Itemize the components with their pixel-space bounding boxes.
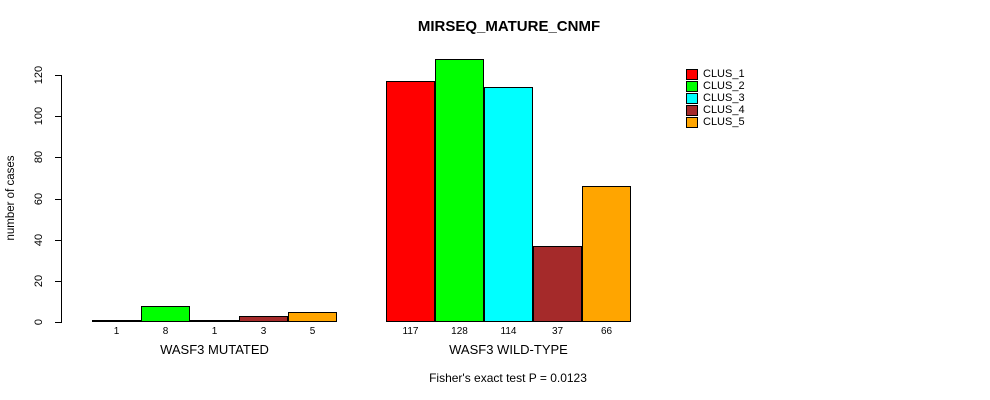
legend-item: CLUS_1 [686, 68, 745, 80]
bar-value-label: 114 [500, 326, 517, 337]
legend-label: CLUS_5 [703, 116, 745, 128]
legend-swatch-clus_2 [686, 80, 698, 92]
bar-value-label: 37 [551, 326, 564, 337]
bar-clus_2-group1 [141, 306, 190, 322]
y-axis-tick [55, 280, 62, 282]
y-tick-label: 0 [33, 318, 45, 326]
bar-clus_2-group2 [435, 59, 484, 322]
bar-clus_4-group1 [239, 316, 288, 322]
bar-clus_4-group2 [533, 246, 582, 322]
legend-label: CLUS_3 [703, 92, 745, 104]
y-axis-tick [55, 239, 62, 241]
y-axis-tick [55, 322, 62, 323]
legend-label: CLUS_1 [703, 68, 745, 80]
legend-item: CLUS_4 [686, 104, 745, 116]
bar-value-label: 5 [309, 326, 316, 337]
bar-clus_5-group1 [288, 312, 337, 322]
bar-value-label: 1 [211, 326, 218, 337]
y-tick-label: 100 [33, 106, 45, 126]
y-axis-label: number of cases [5, 155, 17, 241]
y-axis-tick [55, 157, 62, 159]
bar-clus_1-group2 [386, 81, 435, 322]
legend-item: CLUS_5 [686, 116, 745, 128]
y-axis-tick [55, 198, 62, 200]
legend-item: CLUS_2 [686, 80, 745, 92]
bar-clus_3-group2 [484, 87, 533, 322]
y-axis-tick [55, 116, 62, 118]
y-axis-tick [55, 75, 62, 76]
bar-clus_3-group1 [190, 320, 239, 322]
legend-swatch-clus_4 [686, 104, 698, 116]
bar-value-label: 8 [162, 326, 169, 337]
group-label: WASF3 MUTATED [160, 342, 269, 357]
bar-value-label: 117 [402, 326, 419, 337]
bar-value-label: 1 [113, 326, 120, 337]
legend-label: CLUS_2 [703, 80, 745, 92]
annotation-text: Fisher's exact test P = 0.0123 [429, 371, 587, 385]
bar-value-label: 3 [260, 326, 267, 337]
y-tick-label: 40 [33, 233, 45, 246]
bar-value-label: 66 [600, 326, 613, 337]
y-tick-label: 60 [33, 192, 45, 205]
legend: CLUS_1 CLUS_2 CLUS_3 CLUS_4 CLUS_5 [686, 68, 745, 128]
bar-clus_5-group2 [582, 186, 631, 322]
y-tick-label: 120 [33, 65, 45, 85]
chart-title: MIRSEQ_MATURE_CNMF [417, 18, 601, 35]
legend-item: CLUS_3 [686, 92, 745, 104]
legend-swatch-clus_1 [686, 68, 698, 80]
legend-swatch-clus_3 [686, 92, 698, 104]
y-tick-label: 20 [33, 274, 45, 287]
legend-label: CLUS_4 [703, 104, 745, 116]
y-tick-label: 80 [33, 151, 45, 164]
bar-clus_1-group1 [92, 320, 141, 322]
bar-value-label: 128 [451, 326, 468, 337]
group-label: WASF3 WILD-TYPE [449, 342, 568, 357]
legend-swatch-clus_5 [686, 116, 698, 128]
